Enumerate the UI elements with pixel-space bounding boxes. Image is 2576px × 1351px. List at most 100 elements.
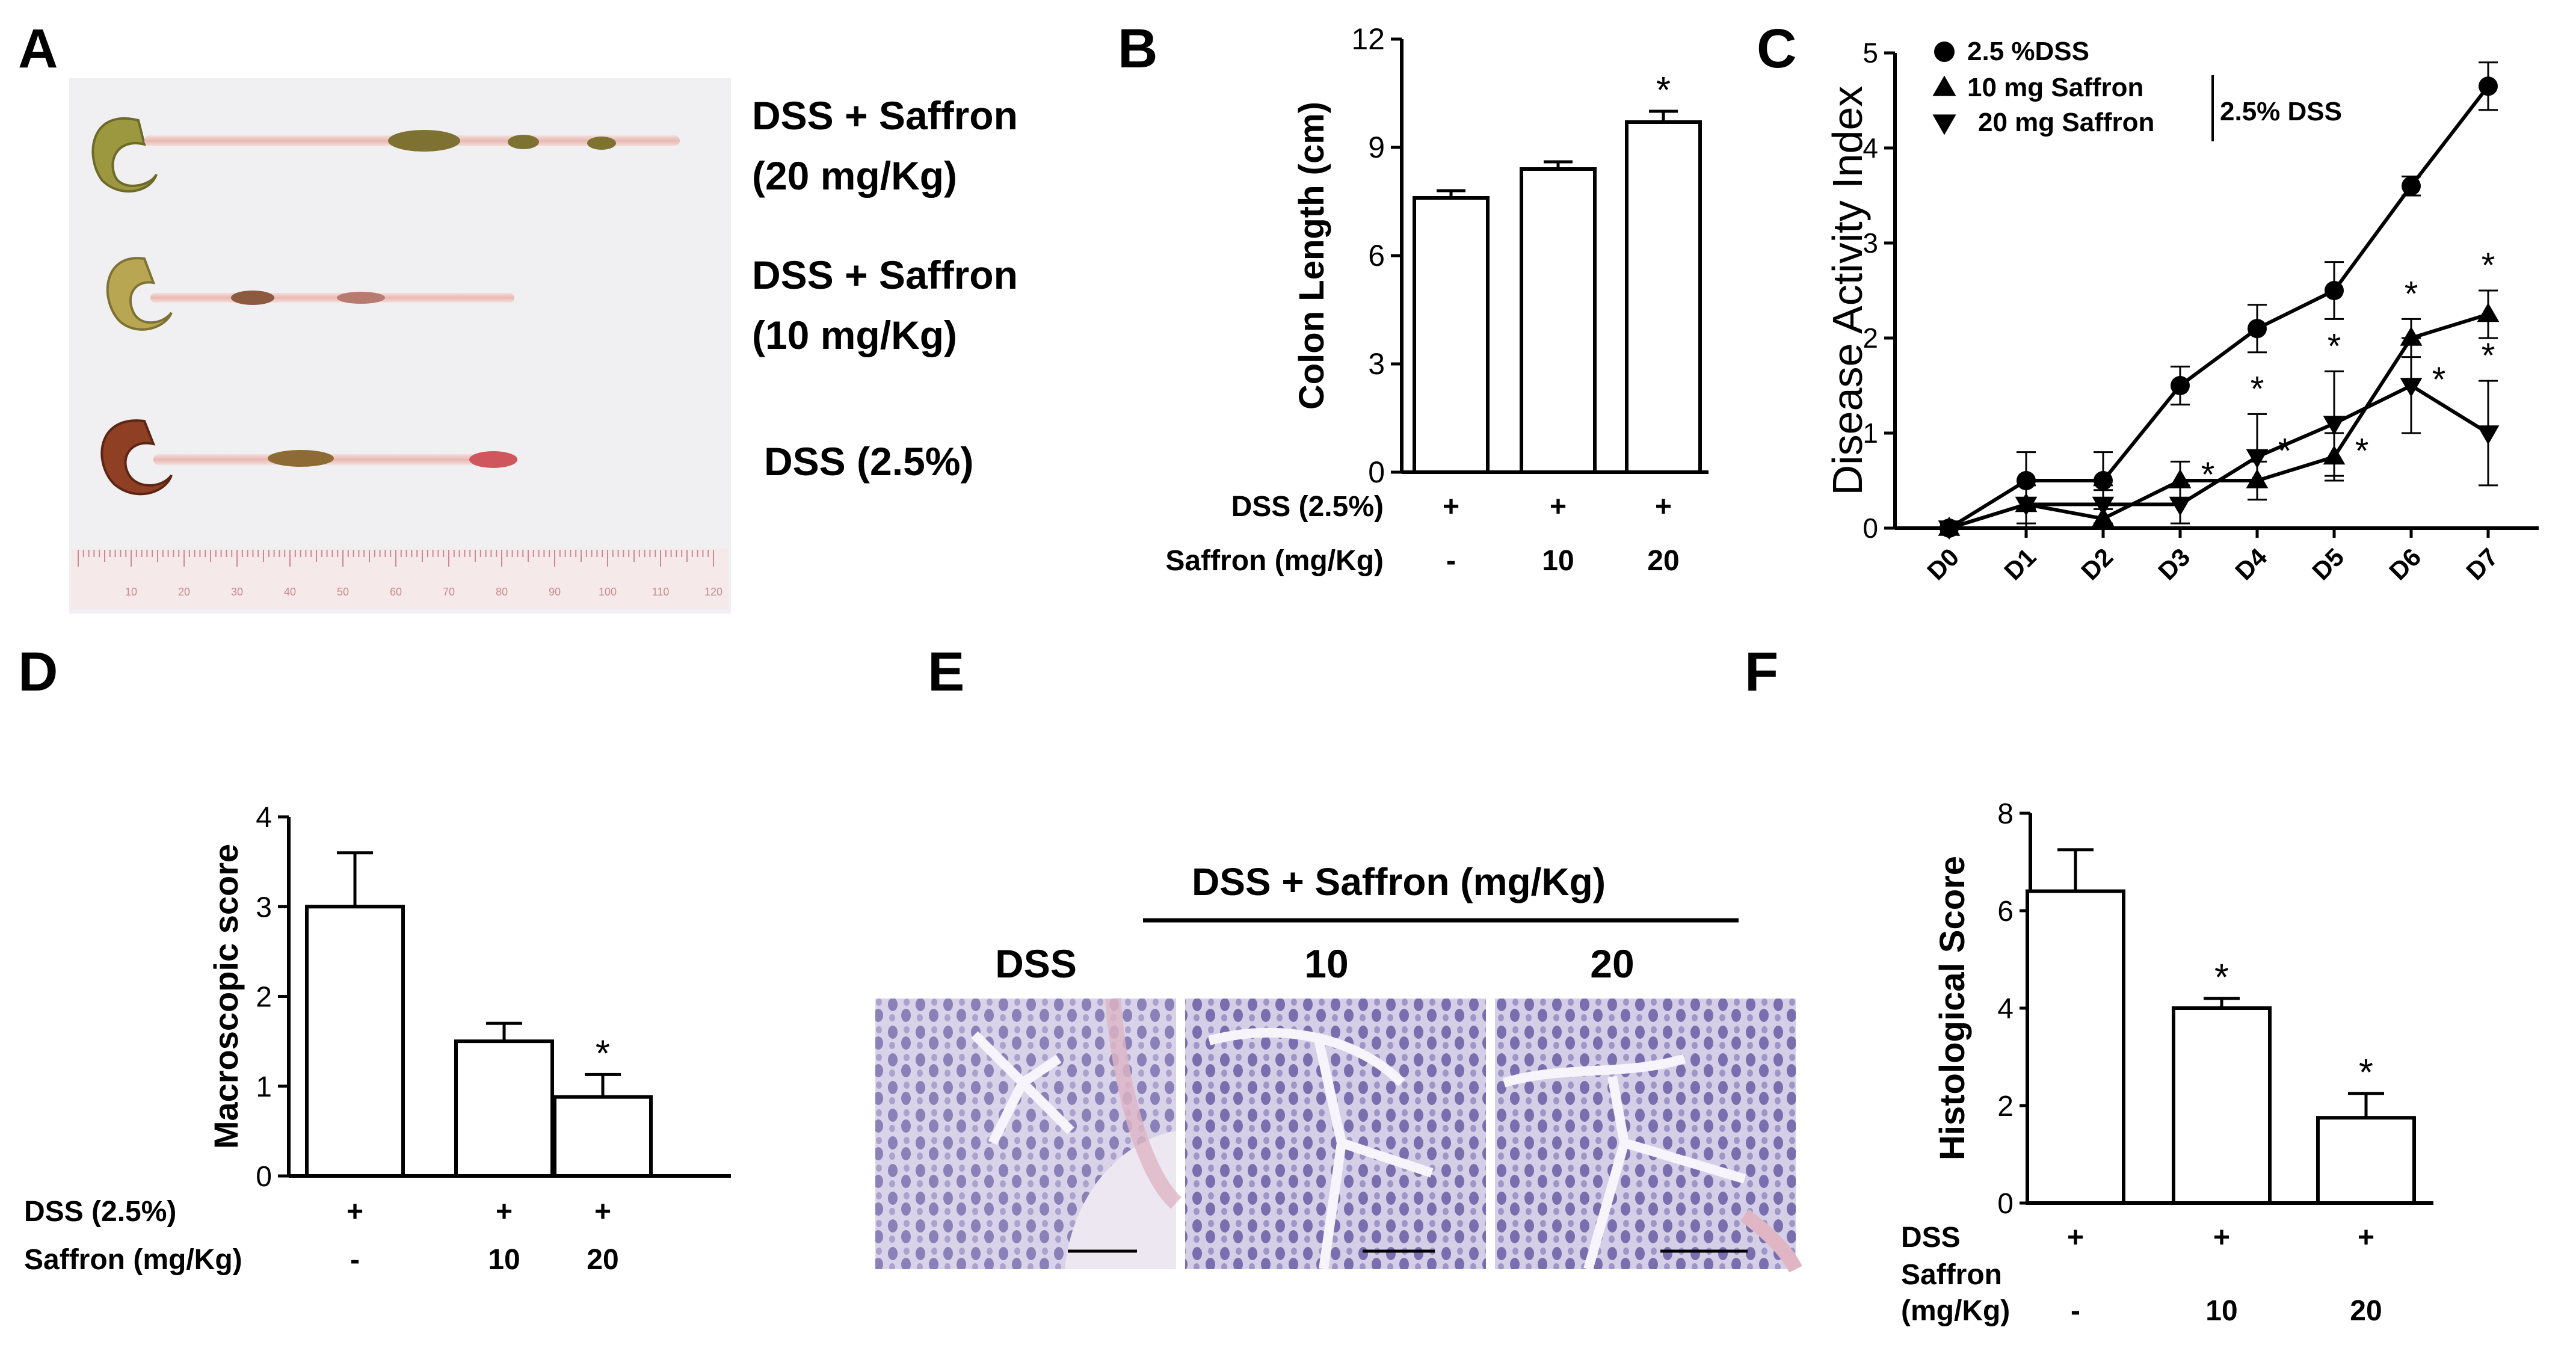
ruler-label: 120 xyxy=(704,586,723,598)
row-value: + xyxy=(347,1196,363,1228)
series-line xyxy=(1949,312,2489,530)
row-label: Saffron xyxy=(1901,1259,2002,1291)
row-value: - xyxy=(1446,545,1456,577)
y-tick-label: 2 xyxy=(256,982,272,1014)
histology-image-20mg xyxy=(1495,999,1802,1273)
bar xyxy=(2172,1006,2272,1205)
bar xyxy=(1413,196,1490,474)
y-tick-label: 0 xyxy=(1863,512,1878,544)
row-value: + xyxy=(2067,1222,2084,1254)
panel-letter-e: E xyxy=(928,641,964,703)
data-point xyxy=(2400,378,2423,398)
data-point xyxy=(2477,303,2500,322)
y-tick-label: 4 xyxy=(1863,132,1878,164)
ruler-label: 70 xyxy=(443,586,455,598)
bar xyxy=(1520,167,1597,474)
row-label: DSS xyxy=(1901,1222,1961,1254)
y-tick-label: 0 xyxy=(1368,455,1385,489)
panel-e-header: DSS + Saffron (mg/Kg) xyxy=(1192,860,1606,903)
colon-specimen-20mg xyxy=(91,117,680,193)
y-axis-title: Disease Activity Index xyxy=(1824,86,1871,496)
row-value: + xyxy=(496,1196,513,1228)
y-tick-label: 3 xyxy=(256,891,272,923)
y-axis-title: Colon Length (cm) xyxy=(1292,102,1331,410)
data-point xyxy=(2477,425,2500,445)
x-tick-label: D5 xyxy=(2306,543,2349,585)
x-tick-label: D7 xyxy=(2460,543,2503,585)
panel-letter-d: D xyxy=(18,641,58,703)
legend-label: 2.5 %DSS xyxy=(1967,37,2089,66)
data-point xyxy=(2325,281,2344,300)
x-tick-label: D4 xyxy=(2229,543,2273,586)
ruler-label: 20 xyxy=(178,586,190,598)
legend-label: 20 mg Saffron xyxy=(1978,108,2154,137)
row-label: (mg/Kg) xyxy=(1901,1295,2010,1327)
data-point xyxy=(2015,496,2038,516)
series-line xyxy=(1948,85,2490,530)
y-tick-label: 0 xyxy=(256,1161,272,1193)
row-value: - xyxy=(2071,1295,2080,1327)
row-value: + xyxy=(1550,491,1567,523)
ruler-label: 80 xyxy=(496,586,508,598)
ruler-label: 50 xyxy=(337,586,349,598)
legend-marker xyxy=(1932,75,1956,96)
row-value: 20 xyxy=(1647,545,1679,577)
significance-star: * xyxy=(2482,246,2495,285)
legend-marker xyxy=(1934,42,1955,62)
row-value: 10 xyxy=(488,1244,520,1276)
row-label: DSS (2.5%) xyxy=(24,1196,176,1228)
row-value: 10 xyxy=(1542,545,1574,577)
x-tick-label: D2 xyxy=(2075,543,2118,585)
data-point xyxy=(2402,176,2421,196)
ruler-label: 10 xyxy=(125,586,137,598)
y-axis-title: Macroscopic score xyxy=(207,844,245,1149)
histology-image-dss xyxy=(875,998,1182,1269)
y-tick-label: 4 xyxy=(1997,993,2014,1025)
panel-a-label-20mg-line1: DSS + Saffron xyxy=(752,93,1018,138)
y-tick-label: 3 xyxy=(1368,347,1385,381)
ruler-label: 100 xyxy=(599,586,617,598)
data-point xyxy=(2248,319,2267,339)
data-point xyxy=(1938,520,1961,540)
histology-image-10mg xyxy=(1185,999,1486,1270)
significance-star: * xyxy=(2328,327,2341,366)
panel-a-photo: 10 20 30 40 50 60 70 80 90 100 110 120 xyxy=(69,78,731,614)
y-axis-title: Histological Score xyxy=(1933,856,1972,1160)
data-point xyxy=(2246,449,2269,469)
data-point xyxy=(2479,76,2498,96)
significance-star: * xyxy=(2278,432,2292,471)
y-tick-label: 8 xyxy=(1997,798,2014,830)
data-point xyxy=(2169,496,2192,516)
y-tick-label: 0 xyxy=(1997,1188,2014,1220)
legend-label: 10 mg Saffron xyxy=(1967,73,2143,102)
panel-d-macroscopic-chart: 0 1 2 3 4 Macroscopic score * DSS (2.5%) + + + Saff… xyxy=(24,802,731,1276)
row-value: + xyxy=(594,1196,611,1228)
significance-star: * xyxy=(1656,70,1671,111)
ruler-label: 30 xyxy=(231,586,243,598)
significance-star: * xyxy=(2482,336,2495,375)
x-tick-label: D1 xyxy=(1998,543,2041,585)
panel-e-col-dss: DSS xyxy=(995,941,1077,986)
data-point xyxy=(2171,376,2190,395)
x-tick-label: D6 xyxy=(2383,543,2426,585)
y-tick-label: 9 xyxy=(1368,131,1385,164)
panel-c-dai-line-chart: 0 1 2 3 4 5 D0 D1 D2 D3 D4 D5 D6 D7 Disease Activity I… xyxy=(1824,37,2539,585)
significance-star: * xyxy=(596,1033,610,1074)
data-point xyxy=(1934,42,1955,62)
significance-star: * xyxy=(2355,432,2369,471)
row-value: + xyxy=(1655,491,1672,523)
series-line xyxy=(1949,383,2489,530)
panel-e-col-10: 10 xyxy=(1304,941,1348,986)
significance-star: * xyxy=(2432,360,2446,399)
data-point xyxy=(2400,326,2423,346)
ruler-label: 40 xyxy=(284,586,296,598)
row-label: Saffron (mg/Kg) xyxy=(24,1244,242,1276)
row-value: - xyxy=(350,1244,360,1276)
y-tick-label: 1 xyxy=(256,1071,272,1103)
significance-star: * xyxy=(2201,455,2215,494)
legend-group-label: 2.5% DSS xyxy=(2220,97,2342,126)
bar xyxy=(2316,1116,2416,1205)
y-tick-label: 12 xyxy=(1351,22,1385,56)
y-tick-label: 2 xyxy=(1863,322,1878,354)
